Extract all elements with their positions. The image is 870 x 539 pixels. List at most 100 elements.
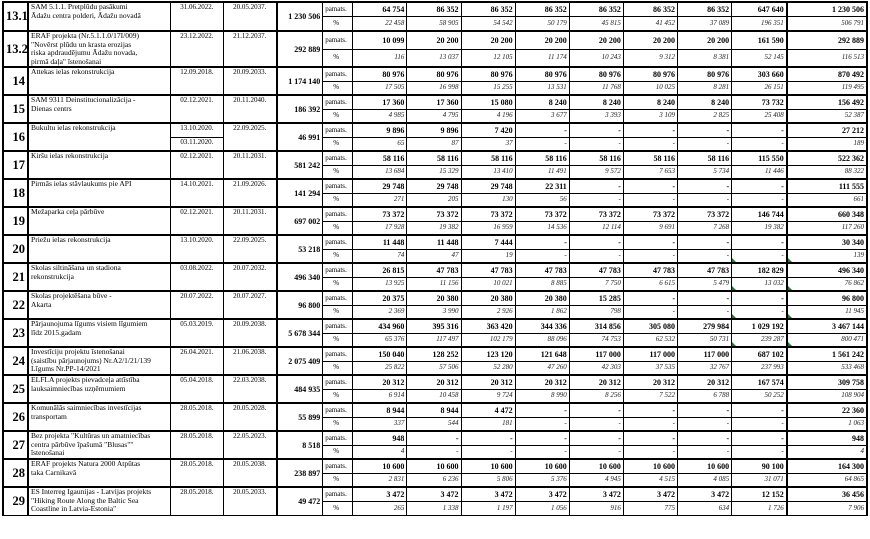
- interest-value: 11 491: [514, 164, 570, 180]
- interest-value: 337: [352, 416, 408, 432]
- principal-value: -: [731, 402, 788, 418]
- interest-value: 47: [406, 248, 462, 264]
- table-row: 20 Priežu ielas rekonstrukcija 13.10.2020.…: [1, 234, 869, 264]
- unit-interest: %: [322, 472, 354, 488]
- project-name-line: Mežaparka ceļa pārbūve: [31, 207, 105, 216]
- principal-value: -: [622, 122, 679, 138]
- project-name-line: Attekas ielas rekonstrukcija: [31, 67, 115, 76]
- table-row-interest: % 13 925 11 156 10 021 8 885 7 750 6 615 5 479 1…: [3, 276, 869, 292]
- end-date: 20.05.2033.: [222, 486, 278, 516]
- table-row-interest: % 4- - - - - - -4: [3, 444, 869, 460]
- principal-value: 86 352: [622, 1, 679, 17]
- principal-value: -: [622, 290, 679, 306]
- principal-value: 10 600: [460, 458, 516, 474]
- principal-value: 80 976: [568, 66, 624, 82]
- principal-sum: 22 360: [785, 402, 869, 418]
- principal-value: -: [568, 234, 624, 250]
- interest-value: 15 329: [406, 164, 462, 180]
- principal-value: 344 336: [514, 318, 570, 334]
- interest-value: 45 815: [568, 15, 624, 32]
- project-name-line: ELFLA projekts pievadceļa attīstība: [31, 375, 140, 384]
- principal-value: 10 600: [352, 458, 408, 474]
- loan-total: 55 899: [275, 402, 324, 432]
- unit-principal: pamats.: [322, 122, 354, 138]
- start-date: 28.05.2018.: [169, 458, 224, 488]
- principal-value: 20 312: [568, 374, 624, 390]
- principal-value: -: [676, 178, 733, 194]
- principal-sum: 292 889: [785, 30, 869, 50]
- unit-principal: pamats.: [322, 1, 354, 17]
- end-date: 21.12.2037.: [222, 30, 278, 68]
- principal-value: 9 896: [352, 122, 408, 138]
- interest-value: 10 458: [406, 388, 462, 404]
- principal-value: 20 200: [406, 30, 462, 50]
- project-name-line: "Hiking Route Along the Baltic Sea: [31, 495, 139, 505]
- principal-value: -: [731, 290, 788, 306]
- principal-value: -: [568, 402, 624, 418]
- interest-value: 58 905: [406, 15, 462, 32]
- principal-value: 8 240: [676, 94, 733, 110]
- interest-value: -: [514, 444, 570, 460]
- principal-value: 10 600: [676, 458, 733, 474]
- interest-value: 10 021: [460, 276, 516, 292]
- interest-value: 130: [460, 192, 516, 208]
- project-name-line: Bukultu ielas rekonstrukcija: [31, 123, 116, 132]
- interest-value: 775: [622, 500, 679, 516]
- start-date: 23.12.2022.: [169, 30, 224, 68]
- principal-sum: 660 348: [785, 206, 869, 222]
- end-date: 22.03.2038.: [222, 374, 278, 404]
- project-name-line: Pirmās ielas stāvlaukums pie API: [31, 179, 132, 188]
- interest-sum: 108 904: [785, 388, 869, 404]
- principal-value: -: [568, 430, 624, 446]
- interest-value: -: [460, 444, 516, 460]
- principal-value: 3 472: [460, 486, 516, 502]
- unit-principal: pamats.: [322, 94, 354, 110]
- principal-value: 363 420: [460, 318, 516, 334]
- interest-value: 12 105: [460, 48, 516, 68]
- table-row: 27 Bez projekta "Kultūras un amatniecības…: [1, 430, 869, 460]
- principal-sum: 948: [785, 430, 869, 446]
- project-name: ELFLA projekts pievadceļa attīstība lauks…: [27, 374, 171, 404]
- start-date: 02.12.2021.: [169, 150, 224, 180]
- principal-value: -: [406, 430, 462, 446]
- project-name-line: ERAF projekta (Nr.5.1.1.0/17I/009): [31, 31, 139, 40]
- interest-value: 205: [406, 192, 462, 208]
- principal-value: 47 783: [622, 262, 679, 278]
- row-number: 13.1.: [1, 1, 30, 32]
- principal-sum: 156 492: [785, 94, 869, 110]
- interest-value: -: [622, 192, 679, 208]
- project-name: Mežaparka ceļa pārbūve: [27, 206, 171, 236]
- table-row: 15 SAM 9311 Deinstitucionalizācija - Diena…: [1, 94, 869, 124]
- principal-value: 80 976: [514, 66, 570, 82]
- loan-total: 2 075 409: [275, 346, 324, 376]
- interest-sum: 88 322: [785, 164, 869, 180]
- loan-total: 8 518: [275, 430, 324, 460]
- principal-sum: 1 230 506: [785, 1, 869, 17]
- principal-value: 73 372: [406, 206, 462, 222]
- end-date: 20.09.2033.: [222, 66, 278, 96]
- principal-value: 29 748: [406, 178, 462, 194]
- interest-value: 10 025: [622, 80, 679, 96]
- start-date: 05.03.2019.: [169, 318, 224, 348]
- unit-interest: %: [322, 220, 354, 236]
- start-date: 20.07.2022.: [169, 290, 224, 320]
- principal-value: 10 600: [514, 458, 570, 474]
- interest-value: 13 925: [352, 276, 408, 292]
- interest-value: -: [568, 416, 624, 432]
- loan-total: 53 218: [275, 234, 324, 264]
- project-name: ERAF projekts Natura 2000 Atpūtas taka Ca…: [27, 458, 171, 488]
- table-row-interest: % 2 369 3 990 2 926 1 862 798- - -11 945: [3, 304, 869, 320]
- principal-value: -: [514, 122, 570, 138]
- principal-value: -: [622, 234, 679, 250]
- principal-value: 20 375: [352, 290, 408, 306]
- interest-value: 13 684: [352, 164, 408, 180]
- principal-value: 12 152: [731, 486, 788, 502]
- interest-value: 3 990: [406, 304, 462, 320]
- principal-sum: 870 492: [785, 66, 869, 82]
- principal-value: 73 372: [352, 206, 408, 222]
- loan-total: 238 897: [275, 458, 324, 488]
- table-row-interest: % 13 684 15 329 13 410 11 491 9 572 7 653 5 734…: [3, 164, 869, 180]
- interest-value: -: [568, 248, 624, 264]
- principal-value: 20 200: [460, 30, 516, 50]
- table-row: 14 Attekas ielas rekonstrukcija 12.09.2018…: [1, 66, 869, 96]
